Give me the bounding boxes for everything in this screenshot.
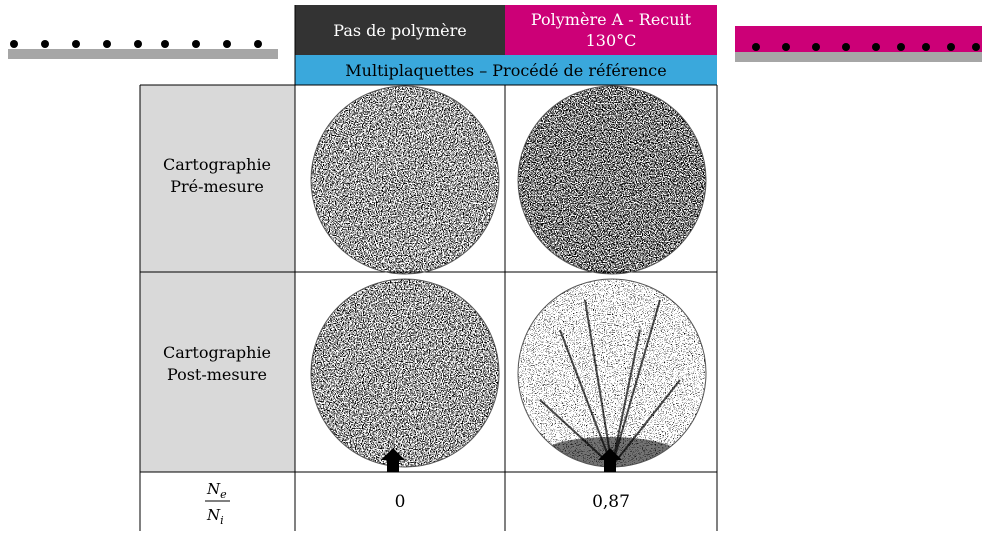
polymer-substrate-icon — [735, 26, 982, 62]
ratio-label: Ne Ni — [205, 480, 230, 527]
ratio-value: 0,87 — [592, 492, 630, 512]
wafer-map — [310, 278, 500, 468]
label-column — [140, 85, 295, 472]
grid — [139, 5, 718, 531]
header-text: Pas de polymère — [333, 21, 466, 40]
notch-arrow — [598, 448, 622, 472]
substrate-icon — [8, 40, 278, 59]
header-text: Polymère A - Recuit — [531, 10, 692, 29]
row-label: Cartographie — [163, 343, 271, 362]
row-label: Pré-mesure — [170, 177, 264, 196]
header-cell — [295, 5, 505, 55]
header-text: 130°C — [586, 31, 637, 50]
ratio-value: 0 — [395, 492, 406, 512]
header-cell — [505, 5, 717, 55]
row-label: Post-mesure — [167, 365, 267, 384]
numerator: Ne — [206, 480, 227, 501]
subtitle-text: Multiplaquettes – Procédé de référence — [345, 61, 666, 80]
row-label: Cartographie — [163, 155, 271, 174]
wafer-map — [518, 279, 706, 467]
wafer-map — [517, 85, 707, 275]
wafer-map — [310, 85, 500, 275]
notch-arrow — [381, 448, 405, 472]
denominator: Ni — [206, 506, 224, 527]
subtitle-cell — [295, 55, 717, 85]
